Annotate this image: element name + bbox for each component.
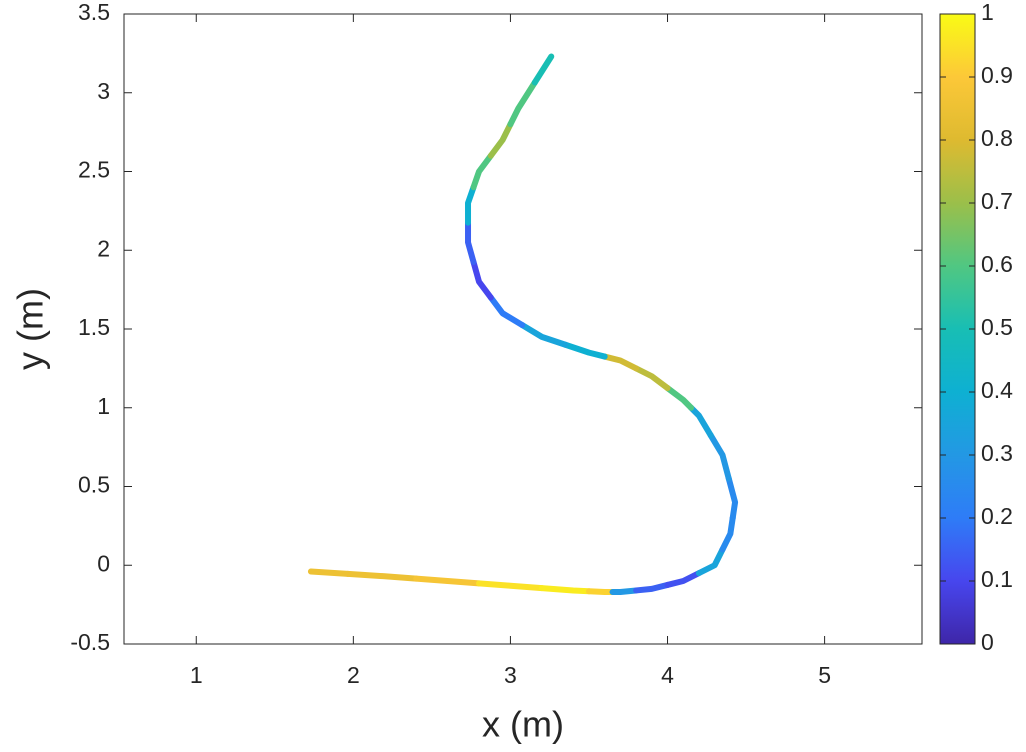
trajectory-segment: [609, 587, 640, 596]
x-tick-label: 5: [818, 662, 831, 688]
trajectory-segment: [307, 568, 351, 577]
trajectory-segment: [707, 432, 732, 482]
colorbar-tick-label: 0.4: [981, 377, 1013, 403]
trajectory-segment: [695, 546, 726, 577]
trajectory-segment: [413, 575, 483, 587]
trajectory-segment: [487, 294, 526, 329]
y-tick-label: 2.5: [78, 157, 110, 183]
trajectory-segment: [562, 341, 608, 360]
trajectory-segment: [664, 570, 702, 588]
trajectory-segment: [531, 53, 555, 86]
y-tick-label: 3: [97, 78, 110, 104]
colorbar-tick-label: 0.6: [981, 251, 1013, 277]
colorbar-tick-label: 0.3: [981, 440, 1013, 466]
colorbar-tick-label: 0.5: [981, 314, 1013, 340]
trajectory-segment: [633, 581, 671, 594]
trajectory-segment: [688, 404, 714, 439]
trajectory-segment: [470, 152, 494, 191]
trajectory-segment: [519, 322, 569, 348]
y-tick-label: 0.5: [78, 472, 110, 498]
trajectory-segment: [601, 353, 640, 372]
trajectory-segment: [476, 580, 545, 592]
trajectory-segment: [538, 585, 592, 595]
y-tick-label: -0.5: [70, 629, 110, 655]
colorbar-tick-label: 1: [981, 0, 994, 25]
colorbar-tick-label: 0: [981, 629, 994, 655]
trajectory-segment: [344, 570, 420, 582]
trajectory-segment: [633, 365, 671, 392]
y-tick-label: 1.5: [78, 314, 110, 340]
trajectory-segment: [664, 385, 695, 411]
colorbar-tick-label: 0.1: [981, 566, 1013, 592]
trajectory-segment: [507, 79, 538, 128]
y-tick-label: 0: [97, 550, 110, 576]
trajectory-segment: [470, 259, 494, 301]
y-axis-label: y (m): [10, 288, 51, 370]
y-tick-label: 3.5: [78, 0, 110, 25]
x-axis-label: x (m): [482, 704, 564, 745]
colorbar-tick-label: 0.2: [981, 503, 1013, 529]
trajectory-segment: [487, 121, 514, 159]
trajectory-segment: [719, 515, 736, 553]
x-tick-label: 3: [504, 662, 517, 688]
trajectory-segment: [585, 588, 616, 596]
x-tick-label: 1: [190, 662, 203, 688]
colorbar-tick-label: 0.7: [981, 188, 1013, 214]
trajectory-segment: [465, 184, 477, 226]
x-tick-label: 2: [347, 662, 360, 688]
x-tick-label: 4: [661, 662, 674, 688]
colorbar-tick-label: 0.9: [981, 62, 1013, 88]
y-tick-label: 2: [97, 235, 110, 261]
trajectory-segment: [465, 219, 477, 266]
y-tick-label: 1: [97, 393, 110, 419]
trajectory-segment: [725, 475, 739, 521]
colorbar-tick-label: 0.8: [981, 125, 1013, 151]
